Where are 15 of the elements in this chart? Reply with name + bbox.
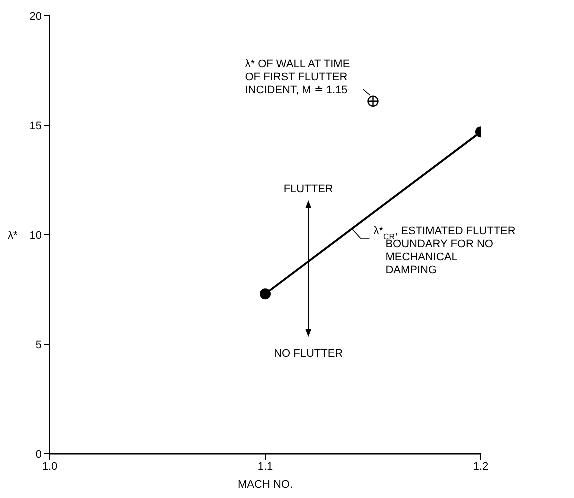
annotation: λ* OF WALL AT TIME OF FIRST FLUTTER INCIDENT, M ≐ 1.15 xyxy=(245,58,350,96)
x-axis-title: MACH NO. xyxy=(238,479,293,491)
y-tick-label: 0 xyxy=(36,448,42,461)
x-tick-label: 1.2 xyxy=(473,460,489,473)
y-axis-title: λ* xyxy=(8,230,18,242)
point xyxy=(368,96,379,108)
y-tick-label: 10 xyxy=(30,230,42,242)
y-tick-label: 15 xyxy=(30,120,42,132)
annotation: FLUTTER xyxy=(284,184,334,196)
y-tick-label: 5 xyxy=(36,339,42,352)
y-tick-label: 20 xyxy=(30,10,42,23)
annotation: NO FLUTTER xyxy=(274,348,344,360)
annotation: λ*$_{CR}$, ESTIMATED FLUTTER BOUNDARY FOR NO MECHANICAL DAMPING xyxy=(374,225,516,276)
x-tick-label: 1.1 xyxy=(258,460,274,473)
text: 1.0 xyxy=(42,460,58,473)
